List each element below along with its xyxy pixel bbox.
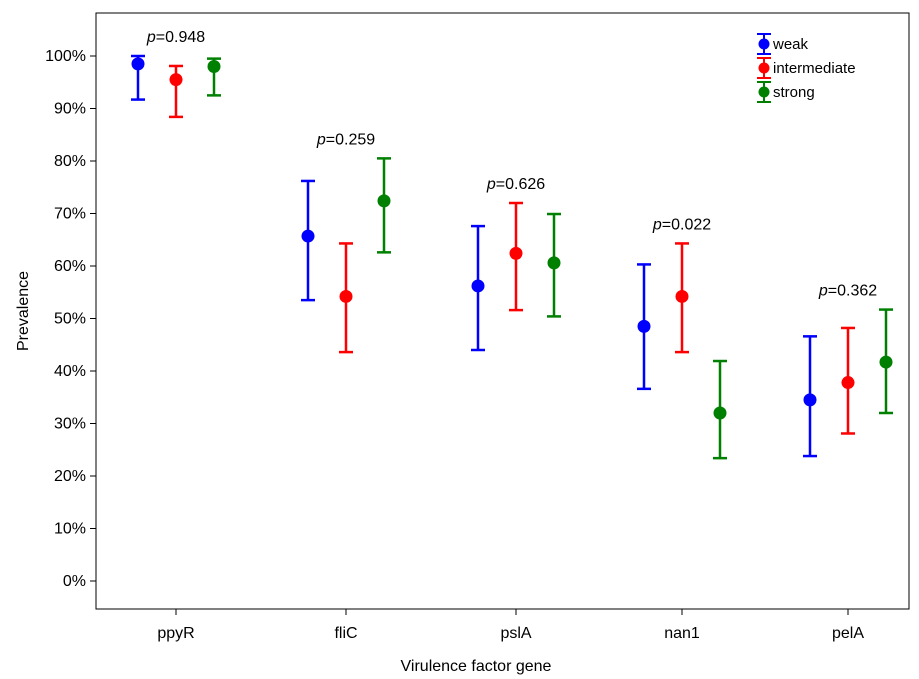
plot-frame [95, 12, 910, 610]
y-tick-label: 90% [54, 101, 86, 118]
x-axis: ppyR fliC pslA nan1 pelA [157, 609, 864, 642]
data-point [131, 57, 145, 71]
data-point [169, 73, 183, 87]
y-tick-label: 30% [54, 416, 86, 433]
p-value: =0.626 [496, 176, 545, 193]
series-intermediate [169, 64, 855, 435]
p-value-label: p=0.626 [486, 176, 545, 193]
y-tick-label: 0% [63, 573, 86, 590]
y-tick-label: 10% [54, 521, 86, 538]
x-tick-label: pslA [500, 625, 531, 642]
data-point [377, 194, 391, 208]
p-value-label: p=0.259 [316, 131, 375, 148]
p-symbol: p [146, 29, 156, 46]
legend-item-strong: strong [757, 81, 815, 103]
legend-marker [758, 62, 770, 74]
p-value-label: p=0.022 [652, 216, 711, 233]
y-axis-title: Prevalence [15, 271, 32, 351]
x-tick-label: fliC [334, 625, 357, 642]
legend-label: strong [773, 84, 815, 101]
legend-label: intermediate [773, 60, 856, 77]
data-point [637, 319, 651, 333]
legend-marker [758, 38, 770, 50]
data-point [803, 393, 817, 407]
legend-item-weak: weak [757, 33, 809, 55]
p-value: =0.259 [326, 131, 375, 148]
p-value: =0.948 [156, 29, 205, 46]
y-axis: 0% 10% 20% 30% 40% 50% 60% 70% 80% 90% 100% [45, 48, 96, 590]
y-tick-label: 100% [45, 48, 86, 65]
p-symbol: p [818, 283, 828, 300]
p-symbol: p [486, 176, 496, 193]
legend: weak intermediate strong [757, 33, 856, 103]
legend-label: weak [772, 36, 809, 53]
x-tick-label: ppyR [157, 625, 194, 642]
p-value-label: p=0.948 [146, 29, 205, 46]
y-tick-label: 60% [54, 258, 86, 275]
data-point [713, 406, 727, 420]
series-layer [131, 54, 893, 460]
x-tick-label: pelA [832, 625, 864, 642]
y-tick-label: 40% [54, 363, 86, 380]
data-point [207, 60, 221, 73]
legend-item-intermediate: intermediate [757, 57, 856, 79]
p-symbol: p [652, 216, 662, 233]
y-tick-label: 80% [54, 153, 86, 170]
data-point [301, 229, 315, 243]
y-tick-label: 70% [54, 206, 86, 223]
series-strong [207, 57, 893, 460]
x-axis-title: Virulence factor gene [401, 658, 552, 675]
data-point [339, 289, 353, 303]
p-value: =0.022 [662, 216, 711, 233]
legend-marker [758, 86, 770, 98]
p-value-label: p=0.362 [818, 283, 877, 300]
p-value: =0.362 [828, 283, 877, 300]
y-tick-label: 20% [54, 468, 86, 485]
p-symbol: p [316, 131, 326, 148]
y-tick-label: 50% [54, 311, 86, 328]
x-tick-label: nan1 [664, 625, 700, 642]
data-point [471, 279, 485, 293]
data-point [675, 289, 689, 303]
series-weak [131, 54, 817, 458]
data-point [509, 246, 523, 260]
data-point [841, 376, 855, 390]
data-point [879, 355, 893, 369]
data-point [547, 256, 561, 270]
